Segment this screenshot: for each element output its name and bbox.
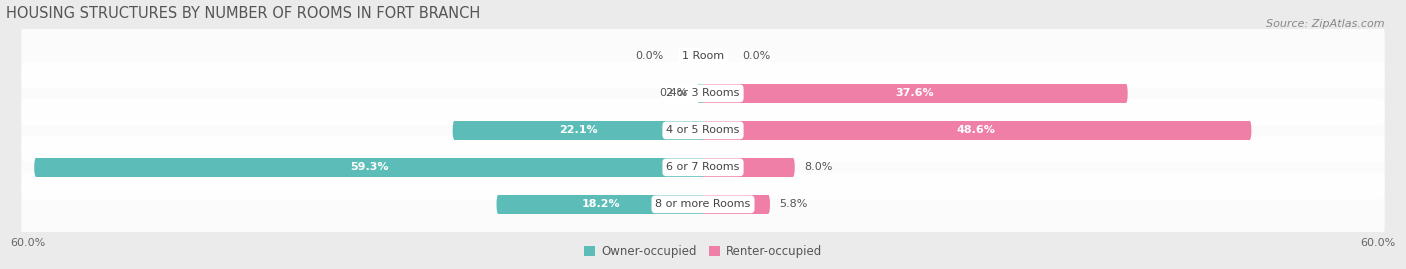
Text: HOUSING STRUCTURES BY NUMBER OF ROOMS IN FORT BRANCH: HOUSING STRUCTURES BY NUMBER OF ROOMS IN… — [6, 6, 479, 20]
Text: 37.6%: 37.6% — [896, 89, 934, 98]
Ellipse shape — [1249, 121, 1251, 140]
Text: 0.0%: 0.0% — [636, 51, 664, 61]
FancyBboxPatch shape — [21, 98, 1385, 162]
Bar — [454, 121, 703, 140]
Bar — [37, 158, 703, 177]
Bar — [699, 84, 703, 103]
Text: 59.3%: 59.3% — [350, 162, 388, 172]
Text: 1 Room: 1 Room — [682, 51, 724, 61]
Text: 2 or 3 Rooms: 2 or 3 Rooms — [666, 89, 740, 98]
FancyBboxPatch shape — [21, 136, 1385, 199]
FancyBboxPatch shape — [21, 62, 1385, 125]
Text: 22.1%: 22.1% — [560, 125, 598, 135]
Text: Source: ZipAtlas.com: Source: ZipAtlas.com — [1267, 19, 1385, 29]
Ellipse shape — [34, 158, 38, 177]
Ellipse shape — [496, 195, 501, 214]
Ellipse shape — [766, 195, 770, 214]
Text: 4 or 5 Rooms: 4 or 5 Rooms — [666, 125, 740, 135]
Text: 0.0%: 0.0% — [742, 51, 770, 61]
Ellipse shape — [697, 84, 700, 103]
Text: 8 or more Rooms: 8 or more Rooms — [655, 199, 751, 209]
Text: 8.0%: 8.0% — [804, 162, 832, 172]
Text: 48.6%: 48.6% — [957, 125, 995, 135]
Bar — [703, 158, 793, 177]
Bar — [703, 121, 1250, 140]
Text: 0.4%: 0.4% — [659, 89, 688, 98]
FancyBboxPatch shape — [21, 24, 1385, 88]
Bar — [703, 195, 768, 214]
Ellipse shape — [453, 121, 456, 140]
Ellipse shape — [792, 158, 794, 177]
FancyBboxPatch shape — [21, 172, 1385, 236]
Text: 18.2%: 18.2% — [581, 199, 620, 209]
Bar — [498, 195, 703, 214]
Text: 6 or 7 Rooms: 6 or 7 Rooms — [666, 162, 740, 172]
Ellipse shape — [1125, 84, 1128, 103]
Legend: Owner-occupied, Renter-occupied: Owner-occupied, Renter-occupied — [579, 240, 827, 263]
Bar — [703, 84, 1126, 103]
Text: 5.8%: 5.8% — [779, 199, 808, 209]
